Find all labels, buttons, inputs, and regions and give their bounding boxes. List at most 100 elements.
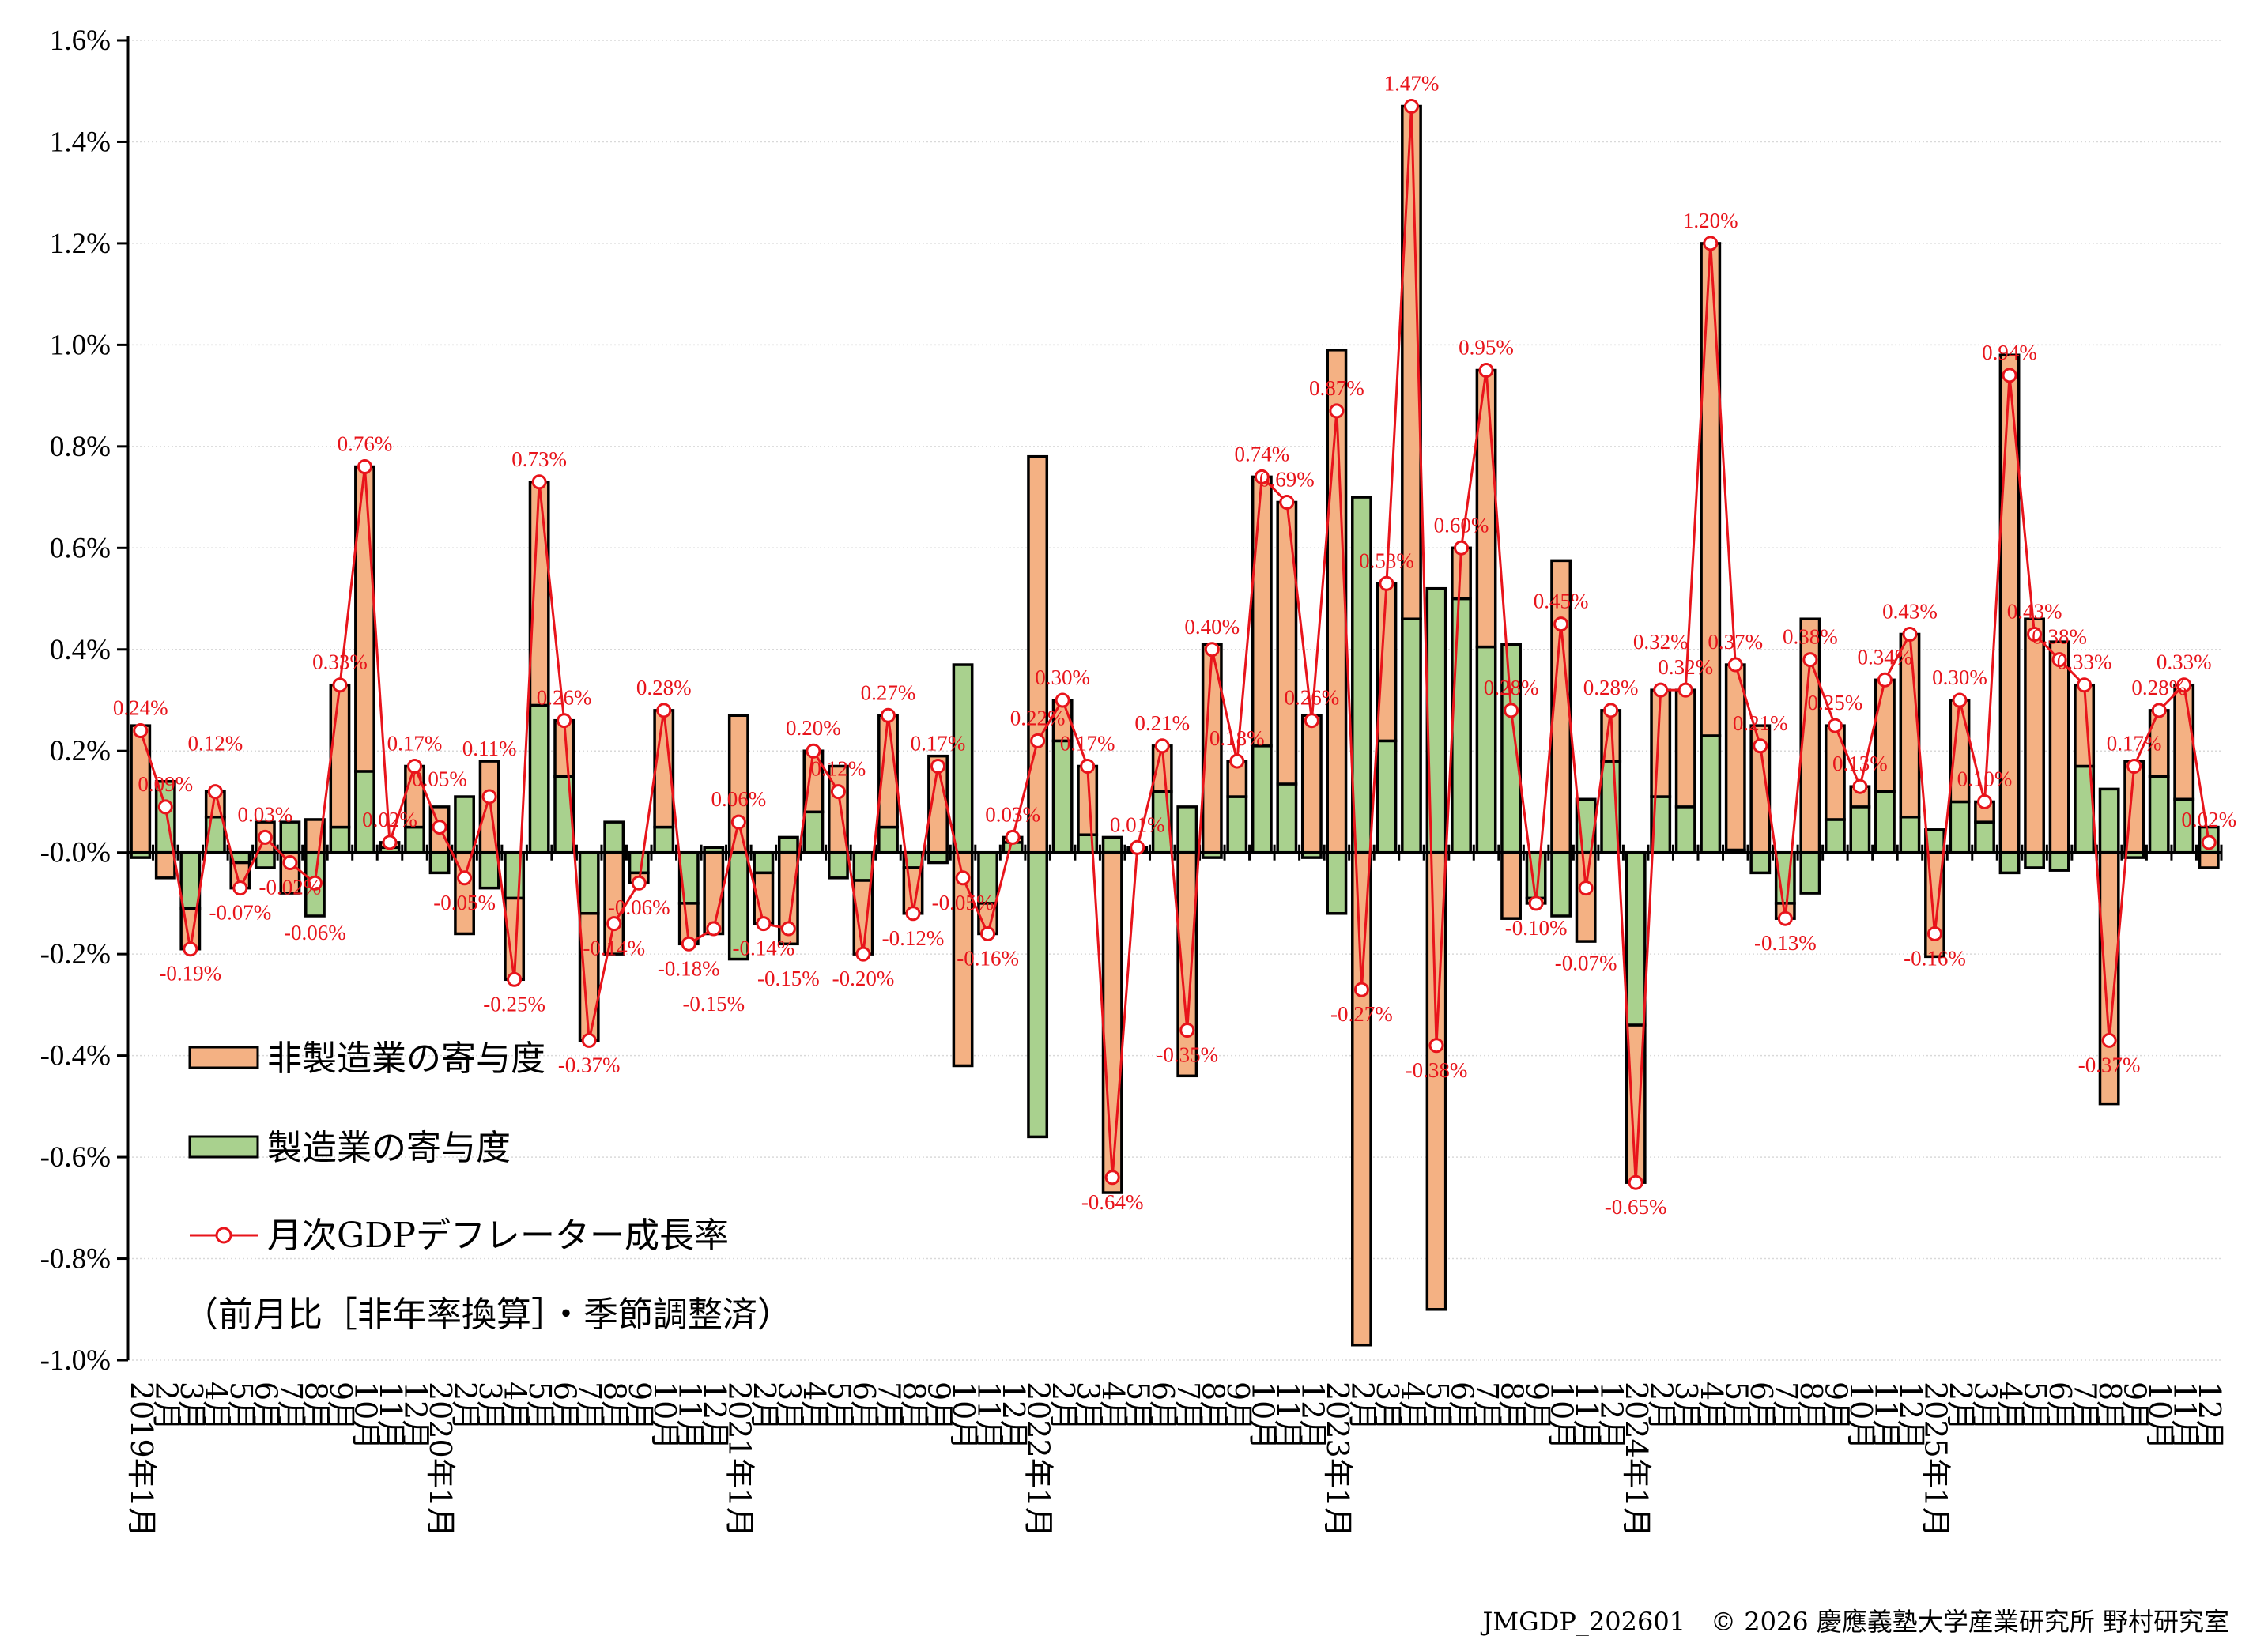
- x-tick-label: 9月: [622, 1382, 657, 1431]
- x-tick-label: 11月: [2168, 1382, 2202, 1449]
- deflator-point: [1852, 778, 1868, 794]
- deflator-point: [183, 941, 198, 957]
- data-label: 0.05%: [412, 767, 467, 791]
- x-tick-label: 10月: [1545, 1382, 1579, 1449]
- deflator-point: [806, 743, 821, 759]
- deflator-point: [780, 921, 796, 937]
- x-tick-label: 2020年1月: [423, 1382, 458, 1537]
- deflator-point: [581, 1032, 597, 1048]
- data-label: 0.69%: [1259, 468, 1315, 492]
- data-label: -0.07%: [1555, 952, 1617, 975]
- y-tick-label: 0.8%: [50, 431, 111, 463]
- bar-non-manufacturing: [2198, 850, 2220, 869]
- x-tick-label: 2021年1月: [722, 1382, 757, 1537]
- bar-manufacturing: [653, 825, 675, 854]
- bar-manufacturing: [428, 850, 451, 875]
- bar-non-manufacturing: [1027, 454, 1049, 854]
- x-tick-label: 7月: [871, 1382, 906, 1431]
- bar-manufacturing: [279, 820, 301, 854]
- deflator-point: [2077, 677, 2093, 693]
- x-tick-label: 6月: [1145, 1382, 1180, 1431]
- data-label: 0.21%: [1134, 711, 1190, 735]
- legend-marker-icon: [215, 1227, 232, 1244]
- bar-manufacturing: [927, 850, 949, 865]
- bar-non-manufacturing: [1351, 850, 1372, 1347]
- x-tick-label: 10月: [348, 1382, 383, 1449]
- data-label: 1.47%: [1384, 72, 1440, 96]
- data-label: 0.30%: [1932, 665, 1987, 689]
- x-tick-label: 12月: [1893, 1382, 1928, 1449]
- x-tick-label: 11月: [972, 1382, 1006, 1449]
- data-label: 0.38%: [2032, 625, 2087, 649]
- x-tick-label: 10月: [2142, 1382, 2177, 1449]
- deflator-point: [2126, 759, 2142, 774]
- bar-non-manufacturing: [354, 465, 375, 773]
- data-label: -0.06%: [608, 895, 670, 919]
- deflator-point: [1926, 925, 1942, 941]
- x-tick-label: 5月: [1121, 1382, 1156, 1431]
- x-tick-label: 6月: [248, 1382, 283, 1431]
- x-tick-label: 2月: [747, 1382, 782, 1431]
- x-tick-label: 9月: [323, 1382, 358, 1431]
- x-tick-label: 10月: [1245, 1382, 1280, 1449]
- x-tick-label: 10月: [946, 1382, 981, 1449]
- deflator-point: [1403, 99, 1419, 114]
- data-label: -0.27%: [1330, 1002, 1393, 1026]
- data-label: -0.02%: [259, 876, 322, 899]
- deflator-point: [1478, 363, 1494, 378]
- bar-non-manufacturing: [1276, 500, 1298, 786]
- bar-manufacturing: [1401, 617, 1422, 854]
- data-label: -0.18%: [658, 956, 720, 980]
- deflator-point: [1703, 236, 1719, 251]
- x-tick-label: 6月: [548, 1382, 583, 1431]
- x-tick-label: 4月: [1694, 1382, 1729, 1431]
- data-label: 0.12%: [811, 757, 866, 781]
- x-tick-label: 3月: [473, 1382, 508, 1431]
- data-label: -0.06%: [284, 921, 346, 944]
- x-tick-label: 12月: [1594, 1382, 1629, 1449]
- x-tick-label: 11月: [1270, 1382, 1305, 1449]
- data-label: 0.18%: [1209, 726, 1265, 750]
- deflator-point: [830, 784, 846, 800]
- bar-manufacturing: [1027, 850, 1049, 1139]
- data-label: 0.30%: [1035, 665, 1090, 689]
- data-label: 0.09%: [138, 772, 193, 796]
- data-label: 0.11%: [462, 737, 517, 760]
- data-label: 0.28%: [2131, 676, 2187, 699]
- deflator-point: [905, 906, 921, 922]
- deflator-point: [1802, 652, 1818, 668]
- bar-manufacturing: [1799, 850, 1821, 895]
- x-tick-label: 9月: [1221, 1382, 1255, 1431]
- deflator-point: [1154, 738, 1170, 754]
- data-label: 0.60%: [1434, 513, 1489, 537]
- x-tick-label: 8月: [298, 1382, 333, 1431]
- deflator-point: [706, 921, 722, 937]
- x-tick-label: 3月: [772, 1382, 806, 1431]
- data-label: 0.02%: [362, 808, 417, 831]
- data-label: 0.87%: [1309, 376, 1364, 400]
- deflator-point: [357, 459, 372, 475]
- footer-credit: JMGDP_202601 © 2026 慶應義塾大学産業研究所 野村研究室: [1481, 1607, 2229, 1636]
- data-label: 0.94%: [1982, 341, 2037, 364]
- x-tick-label: 9月: [922, 1382, 957, 1431]
- deflator-line: [139, 106, 2210, 1183]
- x-tick-label: 6月: [1744, 1382, 1779, 1431]
- deflator-point: [232, 880, 248, 896]
- deflator-point: [2201, 835, 2217, 850]
- deflator-point: [531, 474, 547, 490]
- x-tick-label: 11月: [1569, 1382, 1604, 1449]
- deflator-point: [681, 936, 696, 952]
- deflator-point: [282, 855, 298, 871]
- x-tick-label: 8月: [896, 1382, 931, 1431]
- deflator-point: [730, 814, 746, 830]
- legend-swatch-nonmfg: [188, 1046, 259, 1069]
- bar-manufacturing: [254, 850, 276, 869]
- data-label: 0.02%: [2181, 808, 2236, 831]
- deflator-point: [307, 875, 323, 891]
- x-tick-label: 4月: [1993, 1382, 2028, 1431]
- deflator-point: [1204, 642, 1220, 658]
- deflator-point: [1005, 829, 1021, 845]
- data-label: 0.03%: [985, 802, 1040, 826]
- y-tick-label: 1.6%: [50, 25, 111, 57]
- y-tick-label: 0.6%: [50, 532, 111, 564]
